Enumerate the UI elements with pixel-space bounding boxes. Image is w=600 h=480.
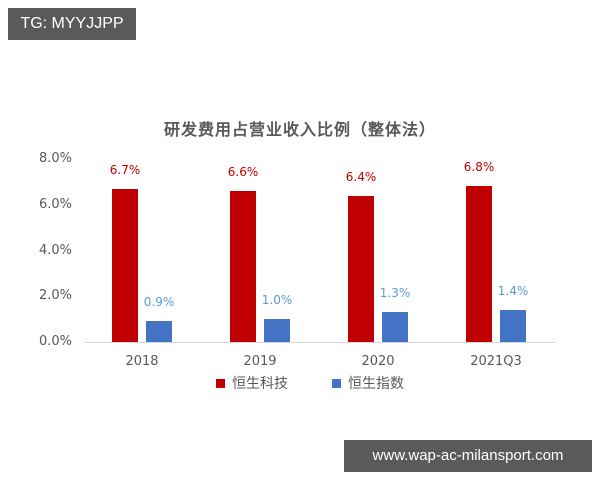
x-label-2021q3: 2021Q3 — [470, 354, 522, 369]
bar-hstech-2020 — [348, 196, 374, 342]
legend-swatch-red-square-icon — [216, 379, 225, 388]
data-label: 0.9% — [143, 295, 175, 309]
bar-hsi-2019 — [264, 319, 290, 342]
bar-hsi-2018 — [146, 321, 172, 342]
y-tick-6: 6.0% — [38, 197, 72, 212]
data-label: 6.6% — [227, 165, 259, 179]
data-label: 1.0% — [261, 293, 293, 307]
data-label: 1.4% — [497, 284, 529, 298]
x-label-2018: 2018 — [125, 354, 159, 369]
x-label-2020: 2020 — [361, 354, 395, 369]
y-tick-2: 2.0% — [38, 288, 72, 303]
y-tick-0: 0.0% — [38, 334, 72, 349]
chart-legend: 恒生科技 恒生指数 — [0, 374, 600, 394]
data-label: 6.8% — [463, 160, 495, 174]
x-label-2019: 2019 — [243, 354, 277, 369]
bar-hstech-2021q3 — [466, 186, 492, 342]
x-axis-line — [84, 342, 556, 343]
bar-hsi-2021q3 — [500, 310, 526, 342]
chart-title: 研发费用占营业收入比例（整体法） — [163, 120, 436, 139]
legend-label: 恒生科技 — [232, 376, 288, 392]
data-label: 6.7% — [109, 163, 141, 177]
bar-hstech-2018 — [112, 189, 138, 342]
site-watermark: www.wap-ac-milansport.com — [344, 440, 592, 472]
tg-tag-badge: TG: MYYJJPP — [8, 8, 136, 40]
legend-swatch-blue-square-icon — [332, 379, 341, 388]
data-label: 1.3% — [379, 286, 411, 300]
y-tick-4: 4.0% — [38, 243, 72, 258]
y-tick-8: 8.0% — [38, 151, 72, 166]
legend-label: 恒生指数 — [348, 376, 404, 392]
bar-hsi-2020 — [382, 312, 408, 342]
bar-hstech-2019 — [230, 191, 256, 342]
data-label: 6.4% — [345, 170, 377, 184]
